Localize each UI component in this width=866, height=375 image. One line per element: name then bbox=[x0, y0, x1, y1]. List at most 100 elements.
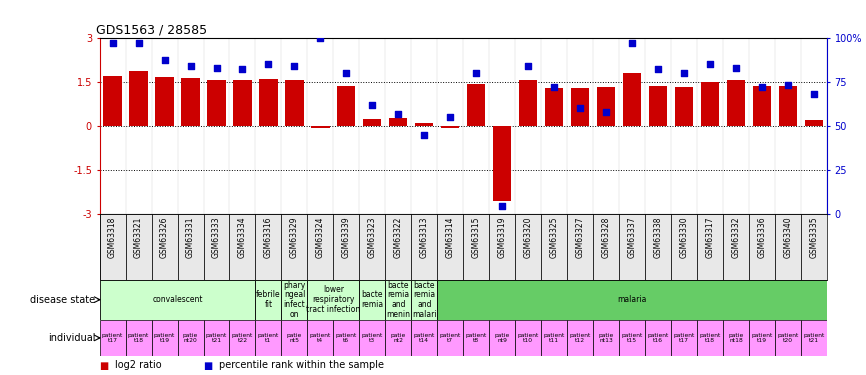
Bar bbox=[207, 80, 225, 126]
Text: patient
t18: patient t18 bbox=[700, 333, 721, 343]
Point bbox=[391, 111, 405, 117]
Bar bbox=[129, 71, 147, 126]
Bar bbox=[593, 214, 619, 280]
Text: patient
t19: patient t19 bbox=[752, 333, 772, 343]
Bar bbox=[411, 280, 437, 320]
Text: patient
t22: patient t22 bbox=[232, 333, 253, 343]
Bar bbox=[281, 280, 307, 320]
Text: GSM63338: GSM63338 bbox=[654, 216, 662, 258]
Point bbox=[443, 114, 457, 120]
Bar bbox=[493, 126, 511, 201]
Text: patient
t7: patient t7 bbox=[440, 333, 461, 343]
Bar bbox=[775, 214, 801, 280]
Text: GSM63335: GSM63335 bbox=[810, 216, 818, 258]
Text: lower
respiratory
tract infection: lower respiratory tract infection bbox=[307, 285, 360, 314]
Bar bbox=[152, 320, 178, 356]
Bar bbox=[385, 320, 411, 356]
Bar bbox=[100, 320, 126, 356]
Text: patient
t8: patient t8 bbox=[466, 333, 487, 343]
Point bbox=[288, 63, 301, 69]
Point bbox=[417, 132, 431, 138]
Bar bbox=[598, 87, 615, 126]
Bar bbox=[749, 214, 775, 280]
Bar bbox=[463, 214, 489, 280]
Bar bbox=[255, 214, 281, 280]
Bar bbox=[441, 126, 459, 128]
Point bbox=[469, 70, 483, 76]
Text: GSM63336: GSM63336 bbox=[758, 216, 766, 258]
Bar bbox=[359, 214, 385, 280]
Text: bacte
remia
and
menin: bacte remia and menin bbox=[386, 280, 410, 319]
Text: patient
t3: patient t3 bbox=[362, 333, 383, 343]
Text: GSM63328: GSM63328 bbox=[602, 216, 611, 258]
Text: GSM63318: GSM63318 bbox=[108, 216, 117, 258]
Text: ■: ■ bbox=[100, 360, 112, 370]
Bar bbox=[619, 320, 645, 356]
Text: patient
t4: patient t4 bbox=[310, 333, 331, 343]
Point bbox=[755, 84, 769, 90]
Text: patie
nt18: patie nt18 bbox=[728, 333, 744, 343]
Bar bbox=[697, 320, 723, 356]
Bar bbox=[204, 320, 229, 356]
Bar bbox=[723, 214, 749, 280]
Bar bbox=[100, 214, 126, 280]
Bar bbox=[749, 320, 775, 356]
Bar bbox=[645, 320, 671, 356]
Bar bbox=[415, 123, 433, 126]
Bar bbox=[723, 320, 749, 356]
Point bbox=[210, 64, 223, 70]
Bar bbox=[515, 214, 541, 280]
Bar bbox=[389, 118, 407, 126]
Bar bbox=[182, 78, 199, 126]
Bar bbox=[364, 120, 381, 126]
Text: patient
t6: patient t6 bbox=[336, 333, 357, 343]
Text: GSM63320: GSM63320 bbox=[524, 216, 533, 258]
Point bbox=[599, 109, 613, 115]
Text: GSM63331: GSM63331 bbox=[186, 216, 195, 258]
Bar bbox=[229, 214, 255, 280]
Bar bbox=[307, 320, 333, 356]
Text: patient
t14: patient t14 bbox=[414, 333, 435, 343]
Point bbox=[365, 102, 379, 108]
Text: GSM63340: GSM63340 bbox=[784, 216, 792, 258]
Text: patient
t17: patient t17 bbox=[674, 333, 695, 343]
Text: phary
ngeal
infect
on: phary ngeal infect on bbox=[283, 280, 306, 319]
Text: individual: individual bbox=[48, 333, 95, 343]
Bar bbox=[649, 86, 667, 126]
Bar bbox=[333, 320, 359, 356]
Bar bbox=[255, 320, 281, 356]
Text: GSM63323: GSM63323 bbox=[368, 216, 377, 258]
Text: GSM63324: GSM63324 bbox=[316, 216, 325, 258]
Bar bbox=[541, 320, 567, 356]
Bar bbox=[567, 214, 593, 280]
Text: patient
t12: patient t12 bbox=[570, 333, 591, 343]
Point bbox=[236, 66, 249, 72]
Bar bbox=[333, 214, 359, 280]
Text: patient
t18: patient t18 bbox=[128, 333, 149, 343]
Text: GSM63332: GSM63332 bbox=[732, 216, 740, 258]
Bar bbox=[359, 320, 385, 356]
Bar bbox=[801, 214, 827, 280]
Text: patie
nt9: patie nt9 bbox=[494, 333, 510, 343]
Bar bbox=[671, 214, 697, 280]
Bar bbox=[411, 214, 437, 280]
Text: patient
t21: patient t21 bbox=[804, 333, 824, 343]
Bar bbox=[337, 86, 355, 126]
Bar bbox=[619, 214, 645, 280]
Text: GSM63333: GSM63333 bbox=[212, 216, 221, 258]
Point bbox=[781, 82, 795, 88]
Text: GSM63325: GSM63325 bbox=[550, 216, 559, 258]
Bar bbox=[805, 120, 823, 126]
Bar bbox=[727, 80, 745, 126]
Text: GSM63321: GSM63321 bbox=[134, 216, 143, 258]
Bar bbox=[307, 280, 359, 320]
Bar bbox=[312, 126, 329, 128]
Bar bbox=[234, 80, 251, 126]
Text: malaria: malaria bbox=[617, 295, 647, 304]
Bar bbox=[593, 320, 619, 356]
Bar bbox=[701, 82, 719, 126]
Bar bbox=[753, 86, 771, 126]
Bar bbox=[801, 320, 827, 356]
Bar bbox=[623, 74, 641, 126]
Bar bbox=[645, 214, 671, 280]
